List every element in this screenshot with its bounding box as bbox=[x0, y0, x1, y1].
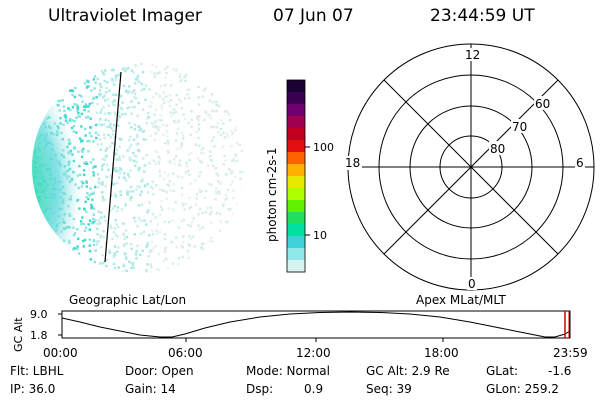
altitude-curve bbox=[61, 311, 571, 338]
gc-alt-info: GC Alt: 2.9 Re bbox=[366, 364, 450, 378]
time-tick-0000: 00:00 bbox=[43, 346, 78, 360]
time-tick-2359: 23:59 bbox=[553, 346, 588, 360]
altitude-ylabel: GC Alt bbox=[12, 317, 25, 352]
colorbar-tick-10: 10 bbox=[313, 229, 327, 242]
time-tick-0600: 06:00 bbox=[168, 346, 203, 360]
mlat-label-70: 70 bbox=[512, 120, 527, 134]
terminator-line bbox=[104, 71, 122, 263]
dsp-value: 0.9 bbox=[304, 382, 324, 396]
polar-grid bbox=[347, 43, 595, 291]
date-label: 07 Jun 07 bbox=[273, 6, 354, 26]
altitude-ytick-9: 9.0 bbox=[30, 308, 48, 321]
time-label: 23:44:59 UT bbox=[430, 6, 535, 26]
time-tick-1800: 18:00 bbox=[424, 346, 459, 360]
colorbar-unit-label: photon cm-2s-1 bbox=[265, 148, 279, 243]
glon-info: GLon: 259.2 bbox=[486, 382, 559, 396]
filter-info: Flt: LBHL bbox=[10, 364, 64, 378]
door-info: Door: Open bbox=[125, 364, 194, 378]
mlat-label-80: 80 bbox=[490, 142, 505, 156]
altitude-ytick-1: 1.8 bbox=[30, 329, 48, 342]
dsp-label: Dsp: bbox=[246, 382, 274, 396]
altitude-plot: GC Alt 9.0 1.8 bbox=[12, 308, 571, 352]
uv-disk-image bbox=[32, 61, 244, 273]
gain-info: Gain: 14 bbox=[125, 382, 176, 396]
ip-info: IP: 36.0 bbox=[10, 382, 56, 396]
seq-info: Seq: 39 bbox=[366, 382, 412, 396]
glat-value: -1.6 bbox=[548, 364, 572, 378]
mlat-label-60: 60 bbox=[535, 97, 550, 111]
mlt-label-18: 18 bbox=[345, 156, 360, 170]
geographic-panel-label: Geographic Lat/Lon bbox=[69, 293, 187, 307]
mode-info: Mode: Normal bbox=[246, 364, 330, 378]
colorbar-tick-100: 100 bbox=[313, 141, 334, 154]
glat-label: GLat: bbox=[486, 364, 519, 378]
colorbar: 100 10 photon cm-2s-1 bbox=[265, 79, 334, 273]
mlt-label-6: 6 bbox=[576, 156, 584, 170]
time-tick-1200: 12:00 bbox=[296, 346, 331, 360]
apex-panel-label: Apex MLat/MLT bbox=[416, 293, 506, 307]
mlt-label-12: 12 bbox=[465, 48, 480, 62]
mlt-label-0: 0 bbox=[468, 277, 476, 291]
app-title: Ultraviolet Imager bbox=[48, 6, 202, 26]
